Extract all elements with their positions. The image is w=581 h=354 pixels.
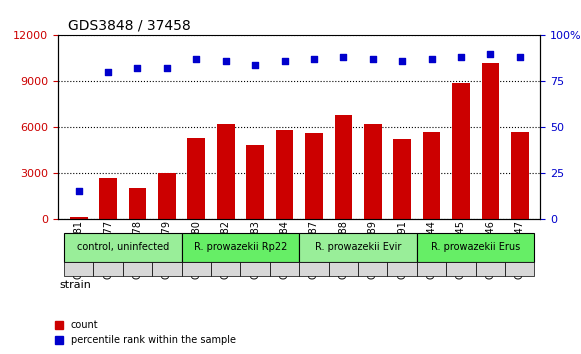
FancyBboxPatch shape [182, 233, 299, 262]
FancyBboxPatch shape [152, 262, 182, 276]
Text: strain: strain [60, 280, 91, 290]
FancyBboxPatch shape [329, 262, 358, 276]
Text: R. prowazekii Erus: R. prowazekii Erus [431, 242, 520, 252]
Bar [217, 124, 235, 219]
FancyBboxPatch shape [476, 262, 505, 276]
FancyBboxPatch shape [505, 262, 535, 276]
FancyBboxPatch shape [358, 262, 388, 276]
Bar [70, 217, 88, 219]
Bar [423, 132, 440, 219]
Point [368, 56, 378, 62]
Point [486, 51, 495, 57]
Point [162, 65, 171, 71]
FancyBboxPatch shape [211, 262, 241, 276]
FancyBboxPatch shape [241, 262, 270, 276]
FancyBboxPatch shape [417, 233, 535, 262]
Point [456, 55, 465, 60]
FancyBboxPatch shape [417, 262, 446, 276]
FancyBboxPatch shape [182, 262, 211, 276]
Bar [482, 63, 499, 219]
FancyBboxPatch shape [299, 262, 329, 276]
Bar [158, 173, 175, 219]
Point [515, 55, 525, 60]
Point [133, 65, 142, 71]
Legend: count, percentile rank within the sample: count, percentile rank within the sample [51, 316, 240, 349]
Point [103, 69, 113, 75]
Bar [305, 133, 322, 219]
Point [339, 55, 348, 60]
Bar [511, 132, 529, 219]
Bar [335, 115, 352, 219]
Bar [393, 139, 411, 219]
Text: R. prowazekii Evir: R. prowazekii Evir [315, 242, 401, 252]
FancyBboxPatch shape [64, 262, 94, 276]
Bar [128, 188, 146, 219]
Bar [452, 83, 470, 219]
FancyBboxPatch shape [270, 262, 299, 276]
FancyBboxPatch shape [299, 233, 417, 262]
FancyBboxPatch shape [388, 262, 417, 276]
Point [309, 56, 318, 62]
Point [250, 62, 260, 68]
FancyBboxPatch shape [446, 262, 476, 276]
FancyBboxPatch shape [94, 262, 123, 276]
Point [221, 58, 230, 64]
Bar [188, 138, 205, 219]
Bar [246, 145, 264, 219]
Text: R. prowazekii Rp22: R. prowazekii Rp22 [193, 242, 287, 252]
Point [427, 56, 436, 62]
FancyBboxPatch shape [64, 233, 182, 262]
Bar [276, 130, 293, 219]
Point [74, 188, 83, 194]
FancyBboxPatch shape [123, 262, 152, 276]
Point [280, 58, 289, 64]
Bar [99, 178, 117, 219]
Bar [364, 124, 382, 219]
Point [192, 56, 201, 62]
Point [397, 58, 407, 64]
Text: GDS3848 / 37458: GDS3848 / 37458 [68, 19, 191, 33]
Text: control, uninfected: control, uninfected [77, 242, 169, 252]
